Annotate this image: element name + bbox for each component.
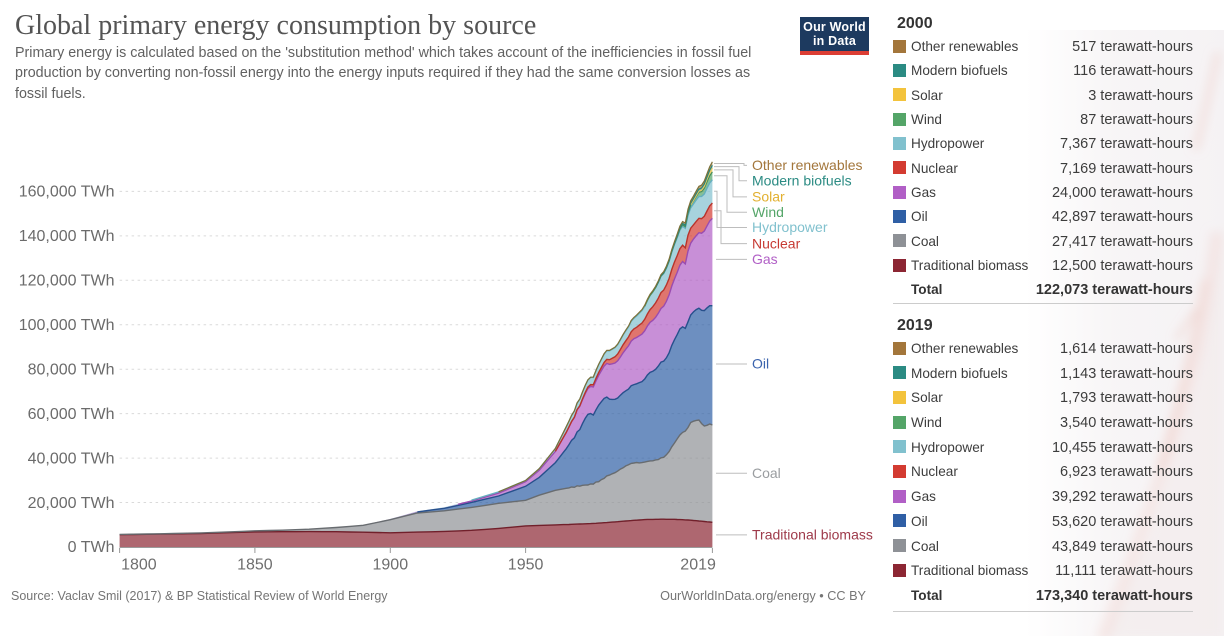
svg-text:120,000 TWh: 120,000 TWh xyxy=(19,273,115,290)
svg-text:Solar: Solar xyxy=(752,189,785,205)
svg-text:Coal: Coal xyxy=(752,465,781,481)
svg-text:Hydropower: Hydropower xyxy=(752,219,828,235)
svg-text:Other renewables: Other renewables xyxy=(752,157,863,173)
svg-text:Modern biofuels: Modern biofuels xyxy=(752,173,852,189)
svg-text:100,000 TWh: 100,000 TWh xyxy=(19,317,115,334)
svg-text:1900: 1900 xyxy=(373,557,409,574)
svg-text:Oil: Oil xyxy=(752,356,769,372)
svg-text:1850: 1850 xyxy=(237,557,273,574)
svg-text:1800: 1800 xyxy=(121,557,157,574)
svg-text:Wind: Wind xyxy=(752,204,784,220)
svg-text:160,000 TWh: 160,000 TWh xyxy=(19,184,115,201)
svg-text:140,000 TWh: 140,000 TWh xyxy=(19,228,115,245)
svg-text:2019: 2019 xyxy=(680,557,716,574)
svg-text:Traditional biomass: Traditional biomass xyxy=(752,527,873,543)
svg-text:Gas: Gas xyxy=(752,251,778,267)
svg-text:80,000 TWh: 80,000 TWh xyxy=(28,361,115,378)
svg-text:1950: 1950 xyxy=(508,557,544,574)
svg-text:60,000 TWh: 60,000 TWh xyxy=(28,406,115,423)
svg-text:Nuclear: Nuclear xyxy=(752,235,801,251)
svg-text:0 TWh: 0 TWh xyxy=(68,539,115,556)
svg-text:40,000 TWh: 40,000 TWh xyxy=(28,450,115,467)
svg-text:20,000 TWh: 20,000 TWh xyxy=(28,495,115,512)
